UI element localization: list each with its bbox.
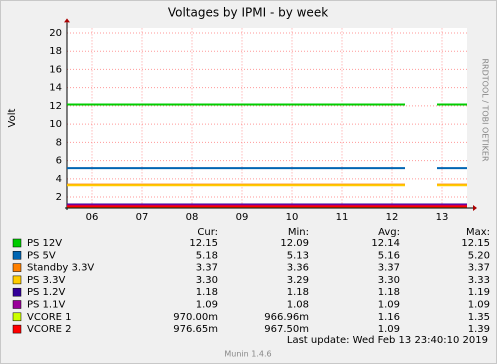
legend-value: 5.20 xyxy=(468,250,490,261)
legend-value: 3.33 xyxy=(468,275,490,286)
legend-value: 5.13 xyxy=(287,250,309,261)
legend-swatch xyxy=(12,275,22,285)
legend-value: 1.09 xyxy=(468,300,490,311)
x-tick-label: 12 xyxy=(386,212,399,223)
y-tick-label: 4 xyxy=(56,174,62,185)
legend-value: 3.37 xyxy=(468,263,490,274)
legend-value: 970.00m xyxy=(173,312,218,323)
legend-value: 3.29 xyxy=(287,275,309,286)
legend-swatch xyxy=(12,263,22,272)
legend-value: 5.18 xyxy=(196,250,218,261)
legend-swatch xyxy=(12,287,22,297)
legend-value: 3.30 xyxy=(196,275,218,286)
legend-value: 3.30 xyxy=(378,275,400,286)
legend-value: 1.16 xyxy=(378,312,400,323)
x-tick-label: 08 xyxy=(186,212,199,223)
legend-value: 1.09 xyxy=(378,324,400,335)
legend-value: 3.36 xyxy=(287,263,309,274)
plot-area xyxy=(67,28,467,208)
legend-label: VCORE 1 xyxy=(27,312,72,323)
legend-value: 3.37 xyxy=(196,263,218,274)
legend-value: 1.18 xyxy=(196,287,218,298)
watermark: RRDTOOL / TOBI OETIKER xyxy=(481,58,490,161)
legend-value: 12.09 xyxy=(280,238,309,249)
legend-column-header: Min: xyxy=(288,227,309,238)
x-tick-label: 07 xyxy=(136,212,149,223)
legend-value: 1.35 xyxy=(468,312,490,323)
legend-value: 3.37 xyxy=(378,263,400,274)
axis-arrow xyxy=(64,18,70,23)
legend-column-header: Cur: xyxy=(197,227,218,238)
legend-value: 12.15 xyxy=(189,238,218,249)
y-tick-label: 2 xyxy=(56,192,62,203)
legend-label: VCORE 2 xyxy=(27,324,72,335)
legend-swatch xyxy=(12,238,22,248)
x-tick-label: 10 xyxy=(286,212,299,223)
legend-swatch xyxy=(12,324,22,334)
legend-value: 966.96m xyxy=(264,312,309,323)
x-tick-label: 09 xyxy=(236,212,249,223)
y-tick-label: 6 xyxy=(56,156,62,167)
chart-title: Voltages by IPMI - by week xyxy=(168,6,328,20)
footer: Munin 1.4.6 xyxy=(224,350,271,359)
legend-column-header: Avg: xyxy=(378,227,400,238)
legend-value: 967.50m xyxy=(264,324,309,335)
legend-value: 5.16 xyxy=(378,250,400,261)
legend-label: PS 5V xyxy=(27,250,56,261)
legend-label: PS 1.1V xyxy=(27,300,65,311)
legend-value: 1.39 xyxy=(468,324,490,335)
legend-swatch xyxy=(12,300,22,309)
x-tick-label: 11 xyxy=(336,212,349,223)
legend-value: 12.15 xyxy=(461,238,490,249)
legend-column-header: Max: xyxy=(466,227,490,238)
axis-arrow xyxy=(473,205,477,211)
legend-value: 1.19 xyxy=(468,287,490,298)
legend-value: 1.09 xyxy=(378,300,400,311)
y-tick-label: 8 xyxy=(56,137,62,148)
legend-label: PS 3.3V xyxy=(27,275,65,286)
y-tick-label: 10 xyxy=(49,119,62,130)
y-tick-label: 18 xyxy=(49,46,62,57)
y-tick-label: 12 xyxy=(49,101,62,112)
legend-swatch xyxy=(12,251,22,260)
y-tick-label: 20 xyxy=(49,28,62,39)
y-tick-label: 16 xyxy=(49,64,62,75)
x-tick-label: 06 xyxy=(86,212,99,223)
legend-value: 976.65m xyxy=(173,324,218,335)
legend-label: PS 12V xyxy=(27,238,62,249)
last-update: Last update: Wed Feb 13 23:40:10 2019 xyxy=(287,335,488,346)
legend-label: Standby 3.3V xyxy=(27,263,94,274)
y-tick-label: 14 xyxy=(49,83,62,94)
x-tick-label: 13 xyxy=(436,212,449,223)
legend-label: PS 1.2V xyxy=(27,287,65,298)
legend-value: 1.18 xyxy=(287,287,309,298)
legend-swatch xyxy=(12,312,22,322)
legend-value: 1.18 xyxy=(378,287,400,298)
legend-value: 1.08 xyxy=(287,300,309,311)
legend-value: 12.14 xyxy=(371,238,400,249)
y-axis-label: Volt xyxy=(7,108,18,127)
legend-value: 1.09 xyxy=(196,300,218,311)
